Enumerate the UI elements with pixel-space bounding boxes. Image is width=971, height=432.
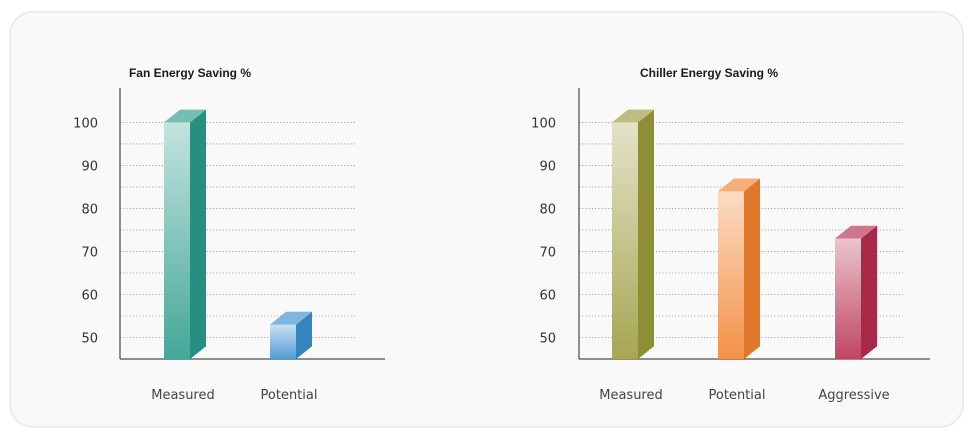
category-label: Measured <box>151 388 215 403</box>
y-tick-label: 100 <box>531 116 556 131</box>
y-tick-label: 60 <box>539 288 556 303</box>
chart-title: Fan Energy Saving % <box>129 66 251 80</box>
category-label: Potential <box>261 388 318 403</box>
chart-title: Chiller Energy Saving % <box>640 66 778 80</box>
y-tick-label: 80 <box>81 202 98 217</box>
category-label: Measured <box>599 388 663 403</box>
y-tick-label: 50 <box>81 331 98 346</box>
category-label: Aggressive <box>818 388 889 403</box>
y-tick-label: 50 <box>539 331 556 346</box>
bar <box>270 311 312 359</box>
bar <box>164 109 206 360</box>
y-tick-label: 90 <box>81 159 98 174</box>
y-tick-label: 70 <box>81 245 98 260</box>
y-tick-label: 70 <box>539 245 556 260</box>
y-tick-label: 90 <box>539 159 556 174</box>
bar <box>612 109 654 360</box>
y-tick-label: 100 <box>73 116 98 131</box>
y-tick-label: 60 <box>81 288 98 303</box>
y-tick-label: 80 <box>539 202 556 217</box>
bar <box>718 178 760 359</box>
bar <box>835 225 877 359</box>
category-label: Potential <box>709 388 766 403</box>
